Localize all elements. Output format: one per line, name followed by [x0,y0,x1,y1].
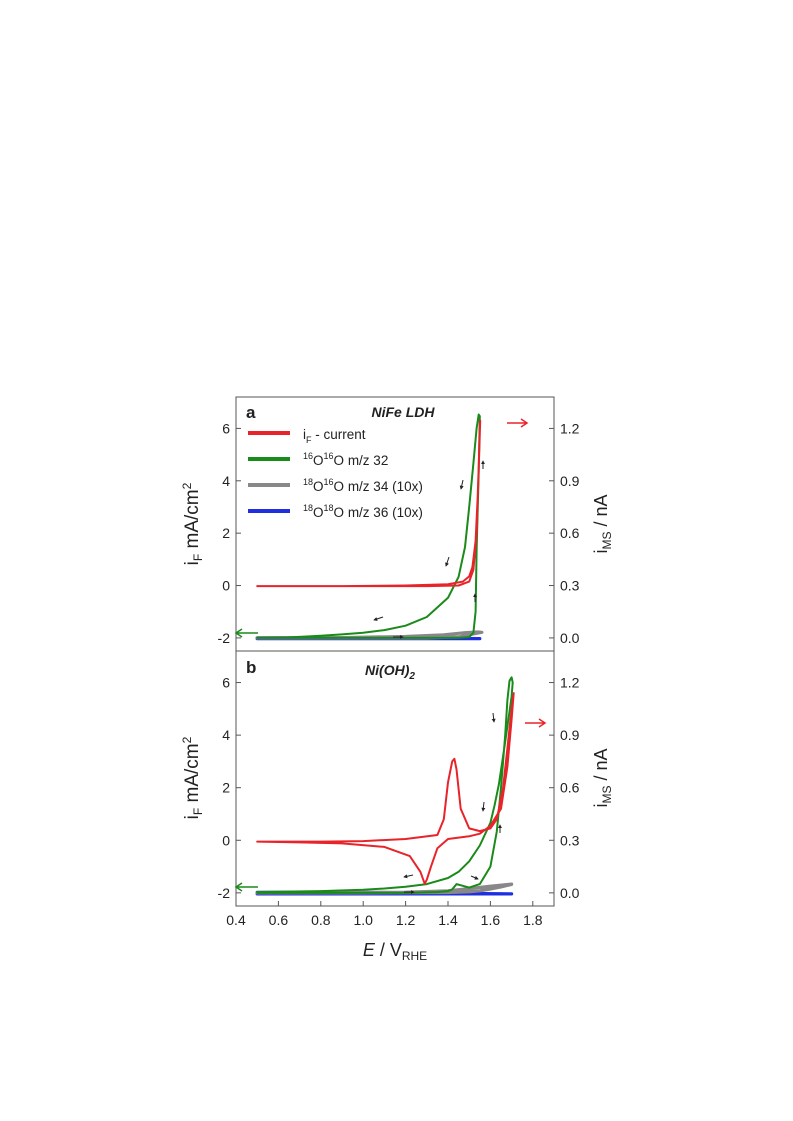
panel-a-left-axis-arrow [234,628,258,638]
legend: iF - current 16O16O m/z 32 18O16O m/z 34… [248,427,423,520]
panel-a-right-axis-arrow [507,418,529,428]
a-ytick-left-label: 0 [222,578,230,594]
panel-b-right-axis-arrow [525,718,547,728]
panel-b-ylabel-right: iMS / nA [591,748,614,807]
panel-a-title: NiFe LDH [372,404,436,420]
a-ytick-right-label: 0.9 [560,473,580,489]
a-ytick-left-label: 4 [222,473,230,489]
panel-a-label: a [246,403,256,422]
a-ytick-left-label: 2 [222,525,230,541]
panel-a: -2 0 2 4 6 0.0 0.3 0.6 0.9 1.2 a NiFe LDH iF - cu… [218,396,580,652]
panel-b-title: Ni(OH)2 [365,662,415,682]
b-ytick-right-label: 0.0 [560,885,580,901]
b-ytick-right-label: 0.3 [560,832,580,848]
a-ytick-right-label: 0.3 [560,578,580,594]
panel-a-ylabel-right: iMS / nA [591,494,614,553]
a-series-1-line [256,413,481,639]
a-ytick-left-label: -2 [218,630,231,646]
panel-a-ylabel-left: iF mA/cm2 [180,482,205,565]
legend-label-m36: 18O18O m/z 36 (10x) [303,503,423,520]
a-ytick-right-label: 1.2 [560,420,580,436]
scan-arrow [470,875,479,880]
xtick-label: 0.6 [269,912,289,928]
xtick-label: 1.0 [353,912,373,928]
scan-arrow [403,874,414,879]
b-ytick-right-label: 0.9 [560,727,580,743]
xtick-label: 1.2 [396,912,416,928]
scan-arrow [491,712,496,723]
legend-label-m34: 18O16O m/z 34 (10x) [303,477,423,494]
xtick-label: 1.8 [523,912,543,928]
a-ytick-left-label: 6 [222,420,230,436]
b-series-1-line [256,676,514,894]
xtick-label: 0.8 [311,912,331,928]
b-ytick-left-label: -2 [218,885,231,901]
b-series-0-line [256,692,515,885]
panel-b-ylabel-left: iF mA/cm2 [180,736,205,819]
xtick-label: 1.6 [481,912,501,928]
b-ytick-left-label: 4 [222,727,230,743]
b-ytick-left-label: 6 [222,675,230,691]
a-ytick-right-label: 0.6 [560,525,580,541]
scan-arrow [373,616,384,621]
a-ytick-right-label: 0.0 [560,630,580,646]
a-series-0-line [256,419,482,588]
b-ytick-left-label: 2 [222,780,230,796]
scan-arrow [481,801,486,812]
x-axis-label: E / VRHE [363,940,427,963]
b-ytick-right-label: 1.2 [560,675,580,691]
scan-arrow [445,556,450,567]
panel-b: -2 0 2 4 6 0.0 0.3 0.6 0.9 1.2 0.4 0.6 0.8 1.0 1.2 1.4 1… [218,650,580,928]
legend-label-current: iF - current [303,427,366,445]
legend-label-m32: 16O16O m/z 32 [303,451,388,468]
panel-b-left-axis-arrow [234,882,258,892]
b-ytick-left-label: 0 [222,832,230,848]
xtick-label: 0.4 [226,912,246,928]
b-ytick-right-label: 0.6 [560,780,580,796]
panel-b-label: b [246,658,256,677]
panel-b-frame [235,650,555,907]
panel-a-frame [235,396,555,652]
scan-arrow [459,479,464,490]
xtick-label: 1.4 [438,912,458,928]
